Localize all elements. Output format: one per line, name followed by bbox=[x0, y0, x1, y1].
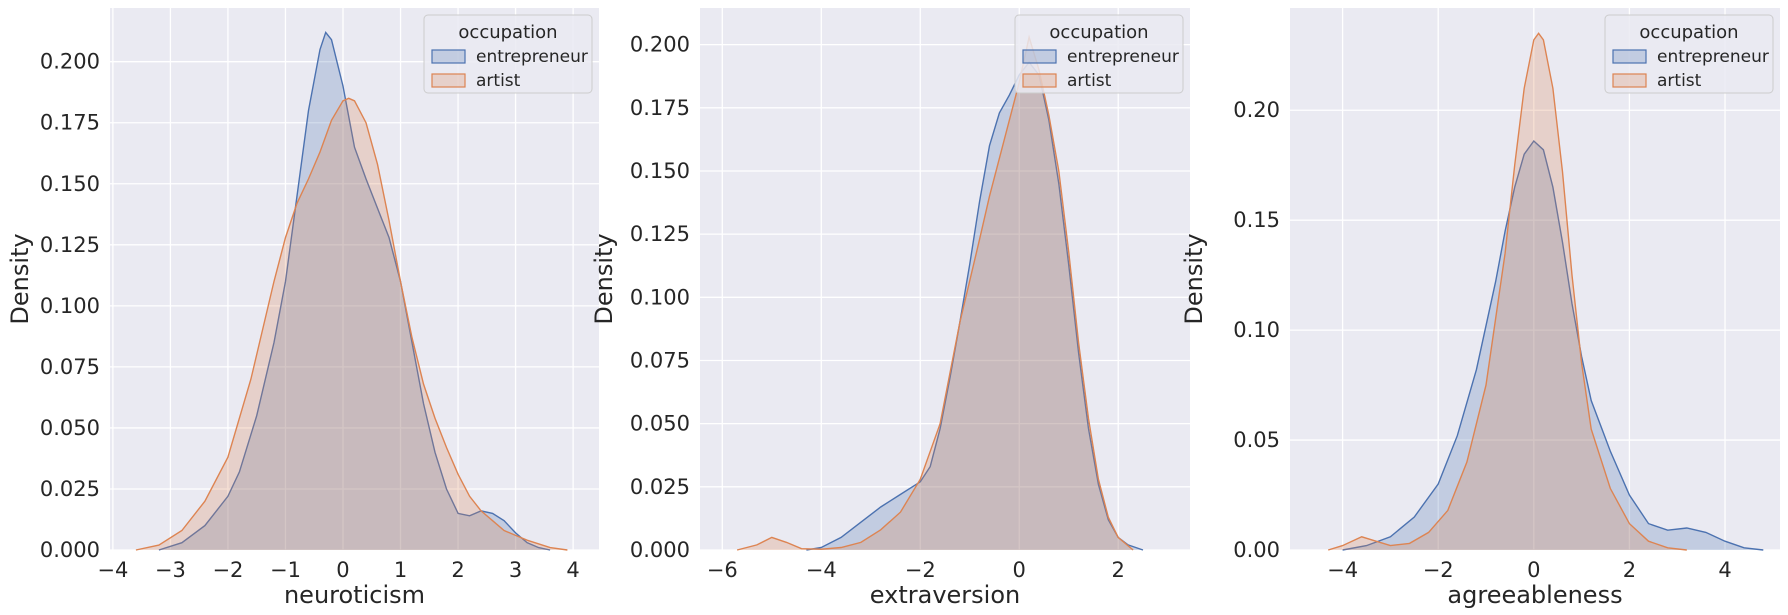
density-area-artist bbox=[135, 98, 568, 551]
chart-panel-2: −6 −4 −2 0 2 0.000 0.025 0.050 0.075 0.100 0.125 0.… bbox=[590, 8, 1190, 609]
y-tick-label: 0.200 bbox=[630, 33, 690, 57]
x-tick-label: 4 bbox=[1718, 558, 1731, 582]
density-area-artist bbox=[1328, 33, 1687, 551]
y-tick-label: 0.000 bbox=[630, 538, 690, 562]
y-tick-label: 0.20 bbox=[1233, 98, 1280, 122]
legend-label-artist: artist bbox=[476, 71, 521, 91]
y-tick-label: 0.075 bbox=[630, 348, 690, 372]
y-axis-label: Density bbox=[6, 233, 34, 324]
plot-background bbox=[1290, 8, 1780, 550]
legend-swatch-entrepreneur bbox=[1612, 49, 1647, 64]
x-tick-label: −3 bbox=[155, 558, 186, 582]
legend-box bbox=[1014, 14, 1184, 94]
legend-box bbox=[423, 14, 593, 94]
density-line-artist bbox=[135, 97, 568, 551]
density-area-artist bbox=[737, 37, 1134, 551]
x-tick-label: 2 bbox=[1623, 558, 1636, 582]
y-tick-label: 0.10 bbox=[1233, 318, 1280, 342]
x-axis-label: agreeableness bbox=[1447, 581, 1622, 609]
density-line-artist bbox=[1327, 32, 1687, 551]
legend-title: occupation bbox=[458, 22, 557, 43]
legend: occupation entrepreneur artist bbox=[1604, 14, 1774, 94]
legend-swatch-entrepreneur bbox=[431, 49, 466, 64]
x-tick-label: −2 bbox=[212, 558, 243, 582]
legend-title: occupation bbox=[1639, 22, 1738, 43]
y-tick-label: 0.175 bbox=[630, 96, 690, 120]
y-tick-label: 0.125 bbox=[40, 233, 100, 257]
density-line-entrepreneur bbox=[1342, 139, 1764, 551]
x-axis-label: neuroticism bbox=[284, 581, 425, 609]
x-tick-label: 1 bbox=[394, 558, 407, 582]
density-line-artist bbox=[736, 34, 1134, 551]
legend-label-artist: artist bbox=[1067, 71, 1112, 91]
x-tick-label: −6 bbox=[707, 558, 738, 582]
y-tick-label: 0.05 bbox=[1233, 428, 1280, 452]
plot-background bbox=[110, 8, 599, 550]
y-axis-label: Density bbox=[590, 233, 618, 324]
legend-box bbox=[1604, 14, 1774, 94]
y-tick-label: 0.00 bbox=[1233, 538, 1280, 562]
x-tick-label: 0 bbox=[336, 558, 349, 582]
legend-swatch-artist bbox=[1612, 73, 1647, 88]
x-tick-label: 2 bbox=[1112, 558, 1125, 582]
y-tick-label: 0.175 bbox=[40, 111, 100, 135]
x-tick-label: 4 bbox=[566, 558, 579, 582]
x-axis-label: extraversion bbox=[870, 581, 1020, 609]
x-tick-label: −1 bbox=[270, 558, 301, 582]
y-tick-label: 0.075 bbox=[40, 355, 100, 379]
x-tick-label: −4 bbox=[97, 558, 128, 582]
chart-panel-1: −4 −3 −2 −1 0 1 2 3 4 0.000 0.025 0.050 0.075 0.100 0.… bbox=[6, 8, 599, 609]
y-tick-label: 0.050 bbox=[630, 412, 690, 436]
legend: occupation entrepreneur artist bbox=[423, 14, 593, 94]
legend-label-entrepreneur: entrepreneur bbox=[1067, 47, 1179, 67]
y-tick-label: 0.000 bbox=[40, 538, 100, 562]
y-tick-label: 0.100 bbox=[630, 285, 690, 309]
chart-panel-3: −4 −2 0 2 4 0.00 0.05 0.10 0.15 0.20 agreeableness… bbox=[1180, 8, 1780, 609]
y-tick-label: 0.15 bbox=[1233, 208, 1280, 232]
legend-label-artist: artist bbox=[1657, 71, 1702, 91]
x-tick-label: 3 bbox=[509, 558, 522, 582]
y-tick-label: 0.150 bbox=[40, 172, 100, 196]
legend-swatch-artist bbox=[1022, 73, 1057, 88]
legend-label-entrepreneur: entrepreneur bbox=[1657, 47, 1769, 67]
density-area-entrepreneur bbox=[158, 32, 551, 550]
legend-title: occupation bbox=[1049, 22, 1148, 43]
x-tick-label: −4 bbox=[806, 558, 837, 582]
y-tick-label: 0.200 bbox=[40, 50, 100, 74]
x-tick-label: 2 bbox=[451, 558, 464, 582]
density-line-entrepreneur bbox=[806, 61, 1144, 551]
y-tick-label: 0.150 bbox=[630, 159, 690, 183]
legend-swatch-artist bbox=[431, 73, 466, 88]
y-tick-label: 0.025 bbox=[630, 475, 690, 499]
y-tick-label: 0.125 bbox=[630, 222, 690, 246]
y-tick-label: 0.025 bbox=[40, 477, 100, 501]
legend: occupation entrepreneur artist bbox=[1014, 14, 1184, 94]
x-tick-label: −2 bbox=[1423, 558, 1454, 582]
y-tick-label: 0.100 bbox=[40, 294, 100, 318]
density-line-entrepreneur bbox=[158, 30, 551, 551]
x-tick-label: 0 bbox=[1527, 558, 1540, 582]
x-tick-label: 0 bbox=[1013, 558, 1026, 582]
legend-swatch-entrepreneur bbox=[1022, 49, 1057, 64]
x-tick-label: −2 bbox=[905, 558, 936, 582]
density-area-entrepreneur bbox=[1342, 141, 1764, 550]
x-tick-label: −4 bbox=[1327, 558, 1358, 582]
legend-label-entrepreneur: entrepreneur bbox=[476, 47, 588, 67]
y-axis-label: Density bbox=[1180, 233, 1208, 324]
plot-background bbox=[700, 8, 1190, 550]
y-tick-label: 0.050 bbox=[40, 416, 100, 440]
